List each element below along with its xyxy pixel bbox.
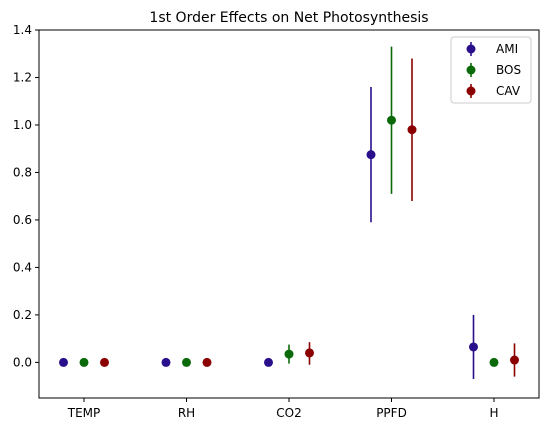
y-tick-label: 1.0 [13,118,32,132]
point-bos [79,357,89,367]
x-tick-label: CO2 [276,406,301,420]
point-ami [366,150,376,160]
x-tick-label: H [489,406,498,420]
y-tick-label: 0.4 [13,260,32,274]
point-ami [469,342,478,352]
point-cav [510,355,519,365]
point-bos [182,357,191,367]
legend-marker [466,65,476,75]
x-tick-label: RH [178,406,195,420]
x-tick-label: TEMP [67,406,101,420]
point-ami [59,357,68,367]
point-ami [161,357,171,367]
legend-label: CAV [496,84,521,98]
y-tick-label: 0.2 [13,308,32,322]
legend-label: AMI [496,42,518,56]
legend-label: BOS [496,63,521,77]
point-bos [387,115,396,125]
point-cav [305,348,314,358]
legend: AMI BOS CAV [450,36,532,104]
y-tick-label: 0.0 [13,355,32,369]
legend-marker [466,86,476,96]
point-bos [489,357,499,367]
y-tick-label: 0.6 [13,213,32,227]
point-cav [100,357,109,367]
legend-marker [466,44,476,54]
y-tick-label: 1.4 [13,23,32,37]
point-cav [407,125,417,135]
plot-area: 0.0 0.2 0.4 0.6 0.8 1.0 1.2 1.4 TEMP RH CO2 PPFD H [13,23,519,420]
y-tick-label: 1.2 [13,70,32,84]
point-cav [202,357,212,367]
point-ami [264,357,273,367]
chart-title: 1st Order Effects on Net Photosynthesis [149,10,428,26]
point-bos [284,349,294,359]
plot-frame [38,29,540,399]
x-tick-label: PPFD [376,406,407,420]
y-tick-label: 0.8 [13,165,32,179]
